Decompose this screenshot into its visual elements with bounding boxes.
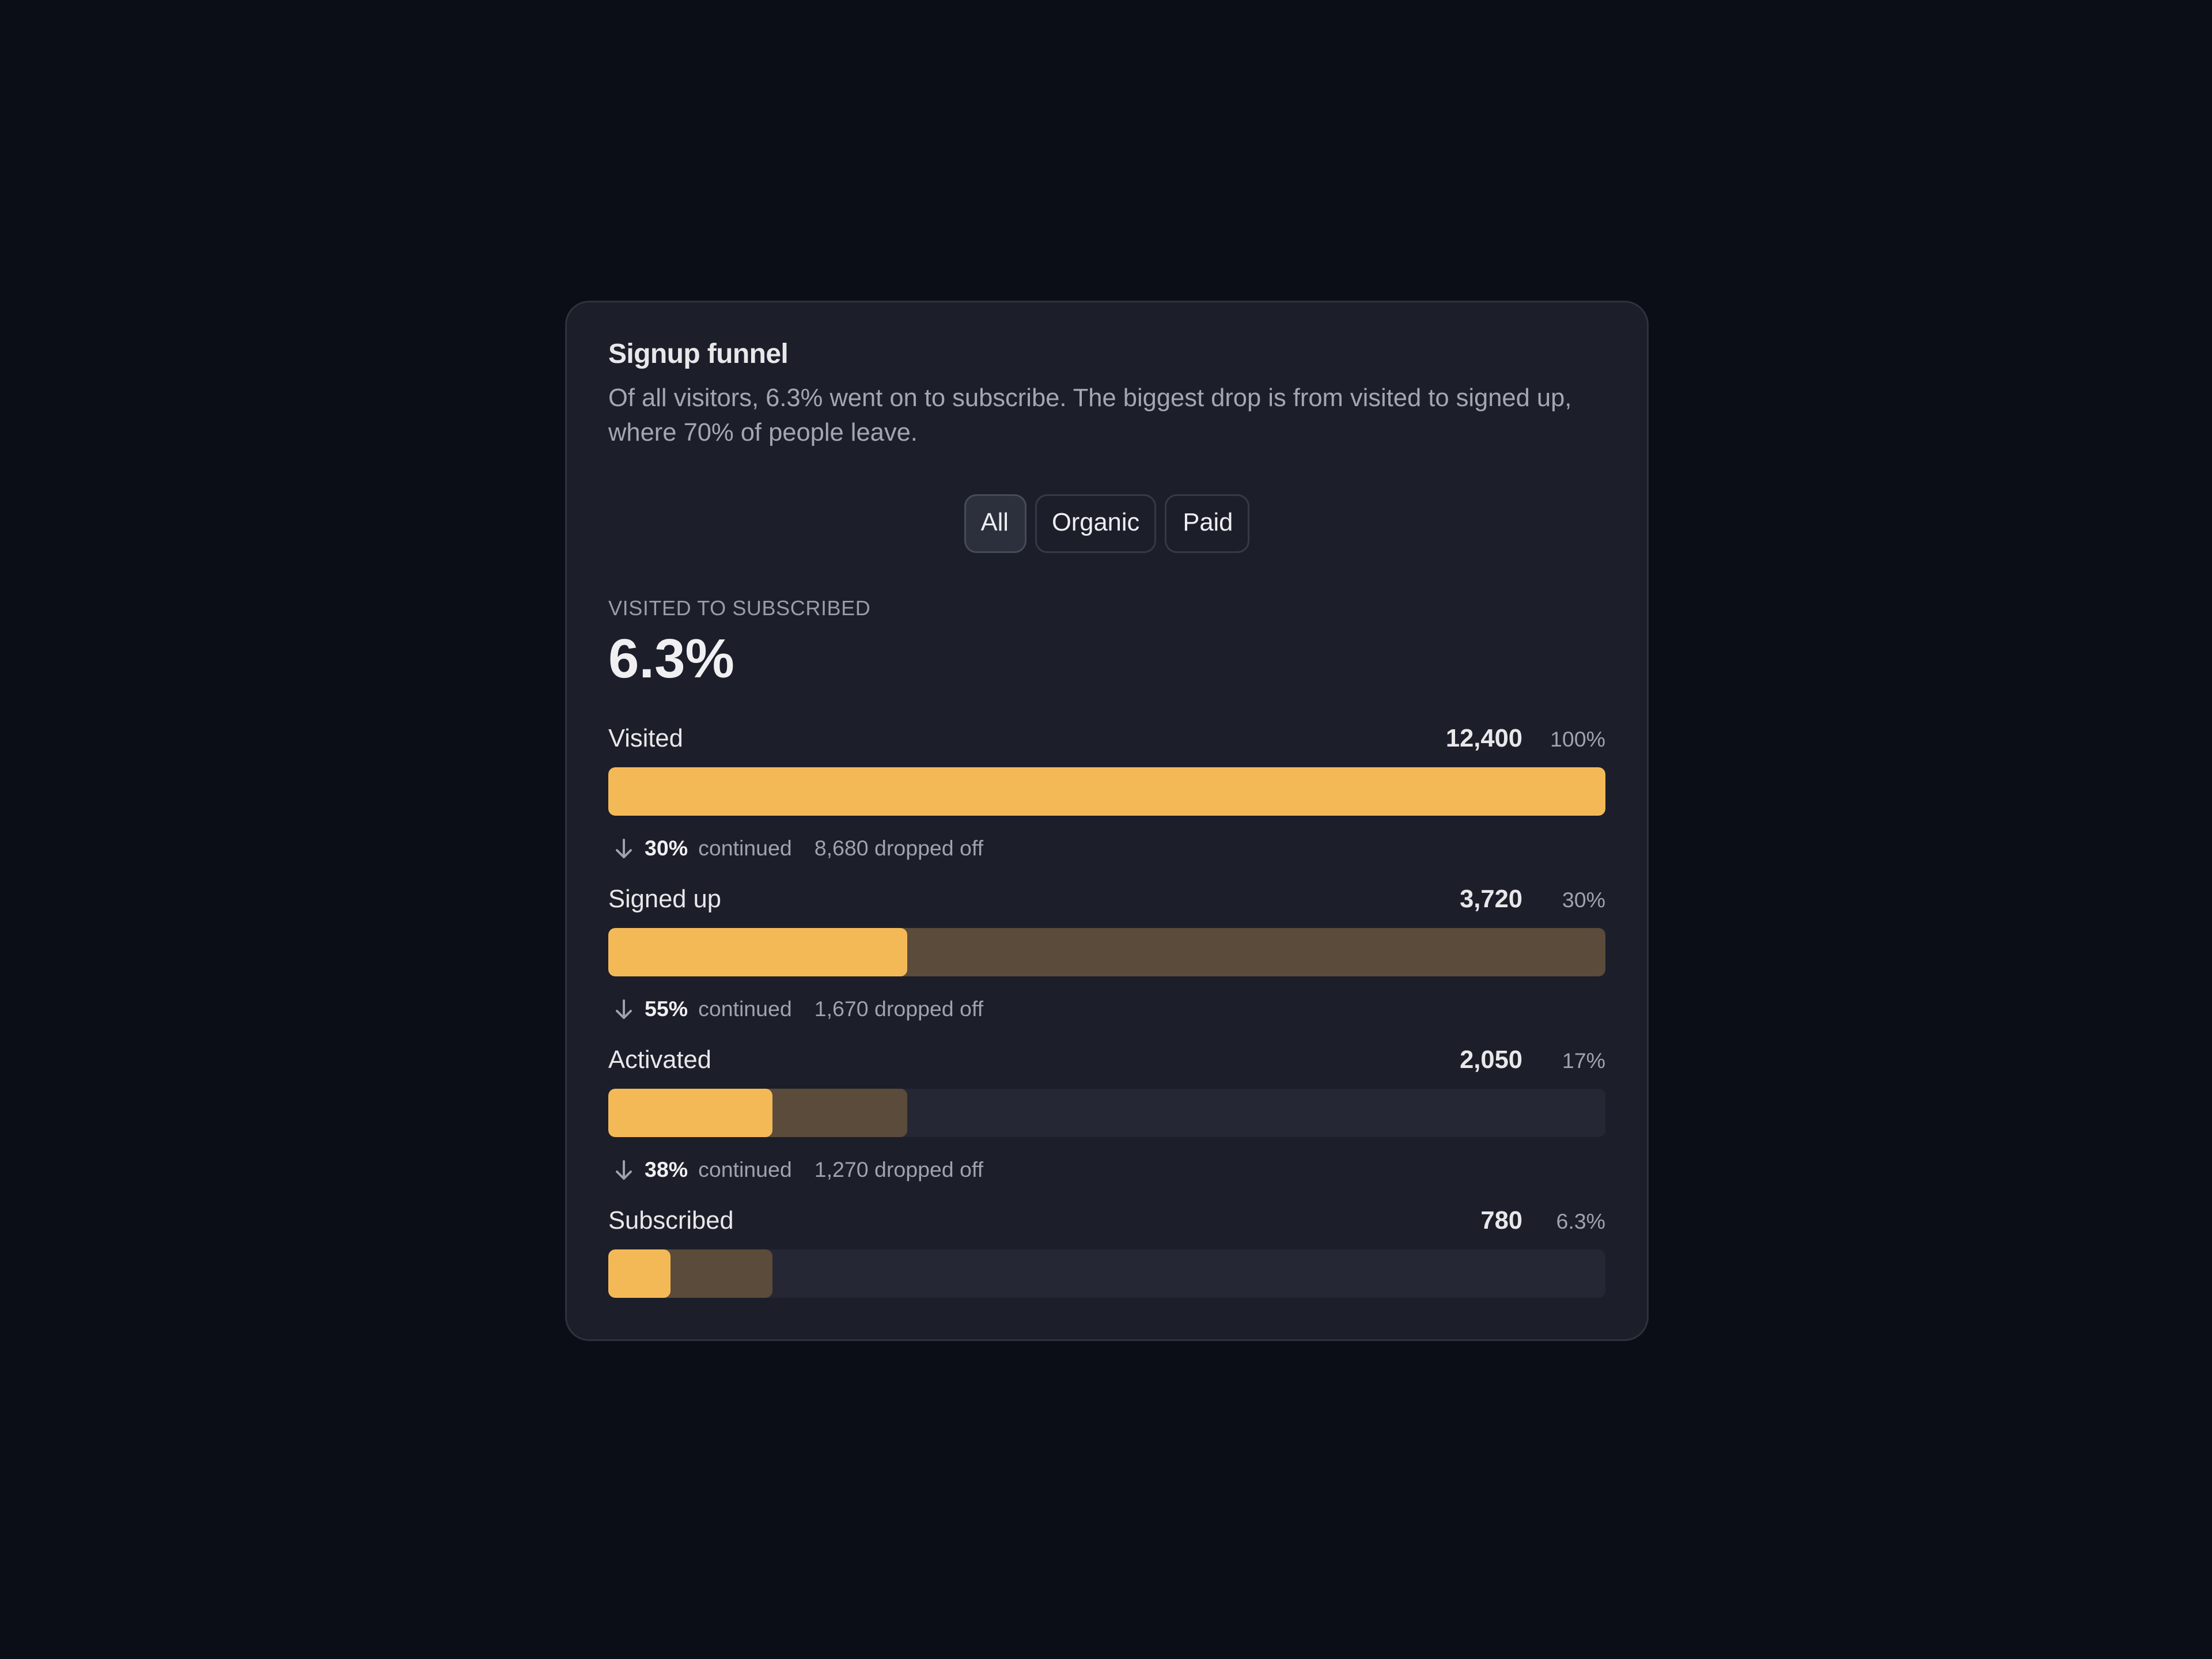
filter-button[interactable]: All <box>963 494 1026 553</box>
stage-header: Signed up 3,720 30% <box>608 883 1605 918</box>
bar-track <box>608 928 1605 976</box>
bar-track <box>608 1249 1605 1298</box>
dropped-off: 8,680 dropped off <box>814 836 984 861</box>
dropped-off: 1,270 dropped off <box>814 1158 984 1182</box>
continued-percent: 55% <box>645 997 688 1021</box>
continued-text: continued <box>698 836 792 861</box>
stage-share: 100% <box>1550 728 1605 752</box>
stage-count: 2,050 <box>1460 1047 1522 1075</box>
continued-text: continued <box>698 1158 792 1182</box>
stage-name: Subscribed <box>608 1208 734 1236</box>
stage-name: Visited <box>608 726 683 753</box>
down-arrow-icon <box>616 1160 632 1180</box>
filter-button[interactable]: Organic <box>1034 494 1157 553</box>
bar-track <box>608 767 1605 816</box>
bar-track <box>608 1089 1605 1137</box>
down-arrow-icon <box>616 839 632 858</box>
stage-share: 17% <box>1562 1049 1605 1073</box>
down-arrow-icon <box>616 999 632 1019</box>
card-description: Of all visitors, 6.3% went on to subscri… <box>608 385 1572 448</box>
stage-bar <box>608 767 1605 816</box>
stage-count: 3,720 <box>1460 887 1522 914</box>
dropped-off: 1,670 dropped off <box>814 997 984 1021</box>
filter-button[interactable]: Paid <box>1165 494 1251 553</box>
continued-percent: 38% <box>645 1158 688 1182</box>
card-title: Signup funnel <box>608 340 789 370</box>
stage-header: Subscribed 780 6.3% <box>608 1205 1605 1239</box>
continued-percent: 30% <box>645 836 688 861</box>
stage-share: 30% <box>1562 888 1605 912</box>
stage-name: Signed up <box>608 887 721 914</box>
stage-bar <box>608 1089 774 1137</box>
stage-bar <box>608 928 908 976</box>
transition: 30% continued 8,680 dropped off <box>615 831 1605 866</box>
kpi-value: 6.3% <box>608 627 734 690</box>
stage-bar <box>608 1249 671 1298</box>
stage-count: 12,400 <box>1445 726 1522 753</box>
stage-count: 780 <box>1480 1208 1522 1236</box>
filter-group: All Organic Paid <box>608 494 1605 553</box>
kpi-label: VISITED TO SUBSCRIBED <box>608 596 871 620</box>
stage-share: 6.3% <box>1556 1210 1606 1234</box>
transition: 38% continued 1,270 dropped off <box>615 1153 1605 1187</box>
continued-text: continued <box>698 997 792 1021</box>
stage-header: Visited 12,400 100% <box>608 722 1605 757</box>
transition: 55% continued 1,670 dropped off <box>615 992 1605 1027</box>
stage-header: Activated 2,050 17% <box>608 1044 1605 1078</box>
funnel-card: Signup funnel Of all visitors, 6.3% went… <box>565 301 1649 1341</box>
stage-name: Activated <box>608 1047 711 1075</box>
funnel-rows: Visited 12,400 100% 30% continued 8,680 dropp… <box>608 722 1605 1298</box>
